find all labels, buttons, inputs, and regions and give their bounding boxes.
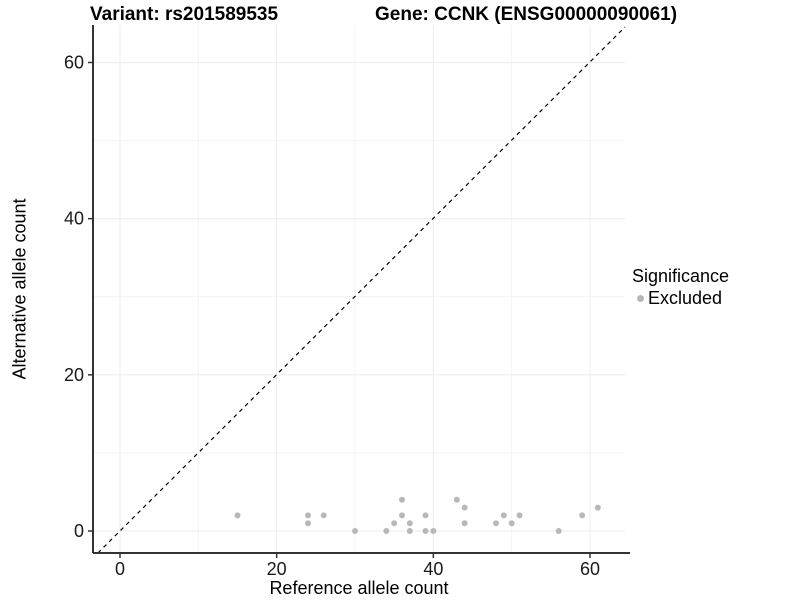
x-tick-label: 0 [115,559,125,579]
data-point [398,496,405,503]
data-point [234,512,241,519]
legend: Significance Excluded [632,266,729,308]
data-point [422,528,429,534]
gene-title: Gene: CCNK (ENSG00000090061) [375,4,678,25]
data-point [461,504,468,511]
x-tick-label: 60 [580,559,600,579]
identity-line [97,26,626,554]
data-point [351,528,358,534]
data-point [461,520,468,527]
data-point [398,512,405,519]
y-tick-label: 40 [64,209,84,229]
data-point [555,528,562,534]
y-tick-label: 0 [74,521,84,541]
excluded-point-icon [637,294,644,302]
data-point [453,496,460,503]
legend-item-label: Excluded [648,288,723,308]
data-point [406,528,413,534]
data-point [320,512,327,519]
y-tick-label: 20 [64,365,84,385]
y-tick-label: 60 [64,53,84,73]
data-point [383,528,390,534]
x-axis-title: Reference allele count [269,578,449,598]
data-point [430,528,437,534]
legend-item-excluded: Excluded [632,288,729,308]
data-point [594,504,601,511]
data-point [406,520,413,527]
x-tick-label: 40 [423,559,443,579]
data-point [391,520,398,527]
data-point [304,520,311,527]
data-point [579,512,586,519]
data-point [422,512,429,519]
data-point [492,520,499,527]
data-point [500,512,507,519]
data-point [516,512,523,519]
data-point [304,512,311,519]
y-axis-title: Alternative allele count [9,198,30,380]
variant-title: Variant: rs201589535 [90,4,279,25]
x-tick-label: 20 [267,559,287,579]
legend-title: Significance [632,266,730,286]
data-point [508,520,515,527]
